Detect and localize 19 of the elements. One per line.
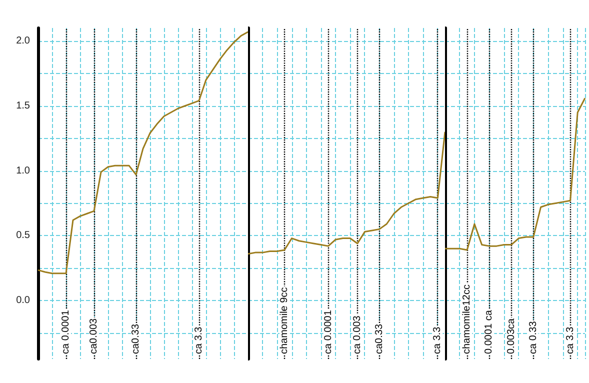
x-tick-label: ca0.33 xyxy=(130,324,142,354)
x-tick-label: ca0.003 xyxy=(88,318,100,354)
x-tick-label: ca 0.33 xyxy=(528,320,539,354)
x-tick-label: ca 3.3 xyxy=(194,326,204,354)
x-tick-label: 0.0001 ca xyxy=(484,310,495,354)
x-tick-label: ca 3.3 xyxy=(564,326,576,354)
x-tick-label: ca 3.3 xyxy=(432,326,444,354)
x-tick-label: chamomile12cc xyxy=(462,284,473,354)
y-tick-label: 2.0 xyxy=(16,35,30,46)
x-tick-label: ca 0.0001 xyxy=(322,310,334,354)
x-tick-label: chamomile 9cc xyxy=(278,287,290,354)
x-tick-label: 0.003ca xyxy=(506,318,517,354)
y-tick-label: 0.0 xyxy=(16,295,30,306)
y-tick-label: 1.0 xyxy=(16,165,30,176)
x-tick-label: ca 0.0001 xyxy=(60,310,72,354)
x-tick-label: ca 0.003 xyxy=(352,315,363,354)
y-tick-label: 0.5 xyxy=(16,230,30,242)
x-tick-label: ca0.33 xyxy=(374,324,385,354)
y-tick-label: 1.5 xyxy=(16,100,30,112)
